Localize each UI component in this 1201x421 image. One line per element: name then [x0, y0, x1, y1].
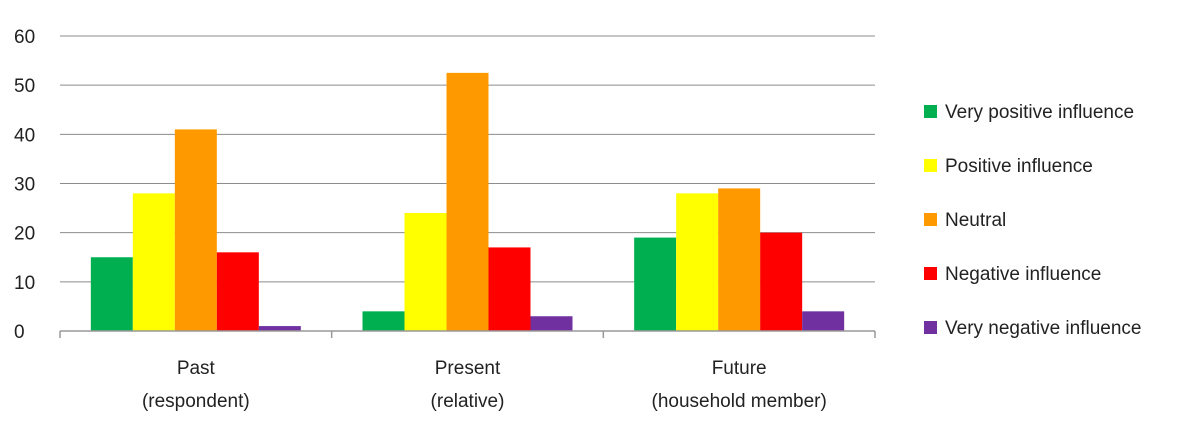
y-tick-label: 30	[14, 175, 35, 196]
bar-very-positive-influence	[634, 237, 677, 331]
y-tick-label: 0	[14, 322, 25, 343]
legend-swatch	[924, 321, 937, 334]
legend-label: Neutral	[945, 210, 1006, 231]
category-labels: Past (respondent) Present (relative) Future (…	[142, 358, 827, 412]
legend-swatch	[924, 213, 937, 226]
y-tick-label: 50	[14, 76, 35, 97]
bar-very-negative-influence	[802, 311, 845, 331]
bar-positive-influence	[132, 193, 175, 331]
legend-label: Very negative influence	[945, 318, 1141, 339]
legend-swatch	[924, 159, 937, 172]
y-tick-labels: 0 10 20 30 40 50 60	[14, 27, 35, 343]
y-tick-label: 20	[14, 224, 35, 245]
bar-very-positive-influence	[90, 257, 133, 331]
y-tick-label: 40	[14, 125, 35, 146]
bar-very-negative-influence	[258, 326, 301, 331]
x-tick-marks	[59, 331, 876, 338]
category-label: Present	[435, 358, 501, 379]
category-label: (respondent)	[142, 391, 250, 412]
bars	[90, 72, 845, 331]
bar-neutral	[718, 188, 761, 331]
bar-negative-influence	[216, 252, 259, 331]
bar-neutral	[446, 72, 489, 331]
legend: Very positive influence Positive influenc…	[924, 102, 1141, 339]
category-label: (relative)	[431, 391, 505, 412]
legend-label: Very positive influence	[945, 102, 1134, 123]
bar-positive-influence	[404, 213, 447, 331]
y-tick-label: 10	[14, 273, 35, 294]
category-label: (household member)	[652, 391, 827, 412]
bar-very-negative-influence	[530, 316, 573, 331]
bar-negative-influence	[488, 247, 531, 331]
bar-very-positive-influence	[362, 311, 405, 331]
bar-positive-influence	[676, 193, 719, 331]
legend-swatch	[924, 105, 937, 118]
legend-swatch	[924, 267, 937, 280]
category-label: Past	[177, 358, 216, 379]
category-label: Future	[712, 358, 767, 379]
bar-negative-influence	[760, 232, 803, 331]
legend-label: Negative influence	[945, 264, 1101, 285]
bar-neutral	[174, 129, 217, 331]
y-tick-label: 60	[14, 27, 35, 48]
legend-label: Positive influence	[945, 156, 1093, 177]
